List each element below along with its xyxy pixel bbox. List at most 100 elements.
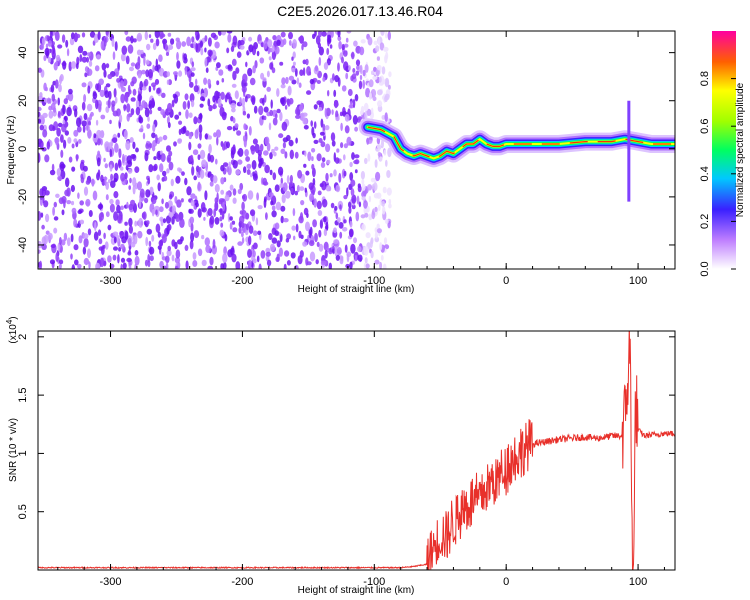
noise-blob [125, 165, 129, 171]
noise-blob [38, 249, 41, 254]
bottom-y-axis-label: SNR (10 * v/v) [8, 418, 19, 482]
noise-blob [214, 201, 219, 212]
noise-blob [212, 238, 216, 249]
noise-blob [193, 116, 198, 125]
noise-blob [87, 228, 92, 236]
noise-blob [127, 168, 133, 174]
noise-blob [280, 148, 286, 154]
noise-blob [103, 232, 106, 239]
noise-blob [201, 159, 207, 168]
noise-blob [360, 110, 364, 116]
noise-blob [280, 31, 286, 38]
noise-blob [343, 219, 347, 224]
noise-blob [60, 239, 66, 246]
noise-blob [70, 32, 75, 40]
noise-blob [323, 62, 329, 70]
noise-blob [360, 39, 366, 44]
noise-blob [312, 219, 317, 228]
noise-blob [90, 111, 94, 117]
noise-blob [269, 62, 274, 70]
noise-blob [329, 44, 333, 49]
noise-blob [327, 34, 331, 40]
noise-blob [241, 237, 245, 244]
noise-blob [316, 100, 322, 105]
noise-blob [287, 99, 291, 107]
noise-blob [343, 195, 348, 200]
noise-blob [157, 106, 162, 111]
noise-blob [166, 79, 170, 85]
noise-blob [252, 230, 258, 236]
noise-blob [54, 79, 59, 89]
top-x-axis-label: Height of straight line (km) [298, 284, 415, 295]
noise-blob [279, 233, 283, 243]
noise-blob [60, 149, 64, 158]
noise-blob [69, 37, 75, 46]
noise-blob [201, 234, 205, 240]
noise-blob [248, 235, 252, 246]
noise-blob [328, 262, 332, 269]
noise-blob [386, 170, 391, 178]
noise-blob [44, 154, 50, 163]
noise-blob [109, 198, 114, 205]
noise-blob [229, 222, 233, 230]
noise-blob [315, 35, 321, 45]
noise-blob [235, 169, 241, 175]
noise-blob [273, 151, 277, 157]
noise-blob [117, 132, 121, 138]
noise-blob [43, 234, 48, 245]
noise-blob [160, 218, 164, 227]
noise-blob [336, 217, 341, 223]
top-plot-frame [37, 30, 676, 270]
noise-blob [82, 246, 87, 255]
noise-blob [341, 56, 344, 64]
noise-blob [186, 36, 192, 47]
noise-blob [88, 60, 93, 67]
noise-blob [87, 248, 91, 259]
noise-blob [58, 263, 62, 269]
noise-blob [364, 257, 368, 264]
noise-blob [120, 243, 125, 250]
noise-blob [284, 105, 288, 110]
noise-blob [148, 103, 151, 108]
noise-blob [303, 207, 309, 216]
noise-blob [260, 157, 264, 165]
noise-blob [49, 259, 56, 265]
noise-blob [66, 187, 71, 197]
noise-blob [333, 169, 337, 177]
noise-blob [265, 212, 268, 221]
noise-blob [280, 205, 286, 212]
noise-blob [316, 80, 321, 84]
noise-blob [47, 56, 52, 63]
noise-blob [299, 69, 304, 76]
noise-blob [220, 91, 225, 100]
noise-blob [280, 177, 283, 185]
noise-blob [257, 230, 262, 235]
noise-blob [167, 245, 171, 252]
noise-blob [100, 114, 106, 120]
noise-blob [138, 198, 142, 209]
noise-blob [62, 119, 66, 125]
noise-blob [311, 163, 315, 170]
noise-blob [183, 53, 188, 61]
noise-blob [374, 259, 380, 265]
noise-blob [361, 183, 366, 191]
noise-blob [173, 71, 178, 76]
noise-blob [223, 261, 227, 269]
noise-blob [184, 244, 189, 251]
noise-blob [83, 94, 87, 103]
noise-blob [374, 159, 378, 168]
y-tick-label: 2 [17, 334, 29, 340]
noise-blob [216, 136, 219, 146]
noise-blob [362, 69, 366, 77]
noise-blob [204, 57, 208, 67]
signal-ridge [358, 100, 675, 202]
noise-blob [383, 149, 387, 156]
noise-blob [75, 154, 79, 162]
noise-blob [339, 204, 342, 210]
noise-blob [57, 44, 63, 49]
noise-blob [138, 116, 144, 124]
noise-blob [238, 226, 242, 234]
noise-blob [228, 161, 231, 169]
noise-blob [128, 265, 132, 269]
noise-blob [132, 38, 137, 43]
